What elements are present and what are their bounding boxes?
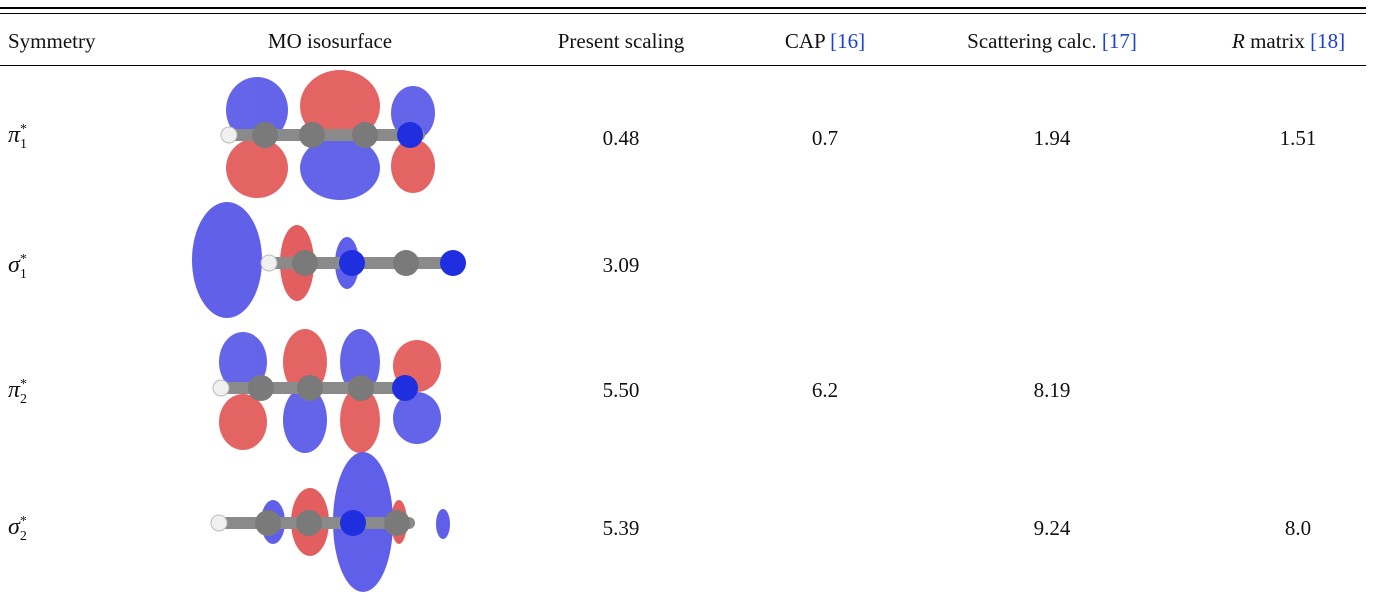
symmetry-subscript: 1 [20,136,28,152]
header-scattering-ref-link[interactable]: [17] [1101,29,1137,53]
header-mo-isosurface: MO isosurface [267,29,393,53]
mo-isosurface-sigma2 [210,452,450,592]
header-scattering-calc: Scattering calc. [17] [967,29,1137,53]
header-cap-label: CAP [784,29,825,53]
header-r-matrix-ref-link[interactable]: [18] [1310,29,1346,53]
header-cap-ref-link[interactable]: [16] [830,29,866,53]
header-symmetry: Symmetry [8,29,96,53]
symmetry-letter: π [8,122,21,148]
header-cap: CAP [16] [785,29,865,53]
symmetry-subscript: 2 [20,391,28,407]
cell-scaling-row-4: 5.39 [602,516,640,540]
cell-scatter-row-1: 1.94 [1033,126,1071,150]
symmetry-label-row-3: π2* [8,377,27,408]
mo-isosurface-pi2 [212,329,441,453]
mo-isosurface-sigma1 [192,202,466,318]
cell-cap-row-1: 0.7 [811,126,839,150]
symmetry-letter: π [8,377,21,403]
symmetry-letter: σ [8,514,20,540]
symmetry-label-row-4: σ2* [8,514,27,545]
mo-isosurface-pi1 [220,70,435,200]
symmetry-label-row-1: π1* [8,122,27,153]
cell-scatter-row-3: 8.19 [1033,378,1071,402]
top-rule-1 [0,7,1366,9]
cell-rmatrix-row-1: 1.51 [1279,126,1317,150]
symmetry-superscript: * [20,377,28,392]
symmetry-label-row-2: σ1* [8,252,27,283]
cell-cap-row-3: 6.2 [811,378,839,402]
cell-scaling-row-1: 0.48 [602,126,640,150]
cell-scaling-row-2: 3.09 [602,253,640,277]
header-r-matrix: R matrix [18] [1232,29,1345,53]
symmetry-superscript: * [19,252,27,267]
symmetry-subscript: 2 [19,528,27,544]
cell-scatter-row-4: 9.24 [1033,516,1071,540]
symmetry-subscript: 1 [19,266,27,282]
header-rule [0,65,1366,66]
symmetry-superscript: * [20,122,28,137]
symmetry-superscript: * [19,514,27,529]
cell-scaling-row-3: 5.50 [602,378,640,402]
header-r-matrix-label: matrix [1250,29,1305,53]
symmetry-letter: σ [8,252,20,278]
cell-rmatrix-row-4: 8.0 [1284,516,1312,540]
header-present-scaling: Present scaling [557,29,685,53]
top-rule-2 [0,13,1366,14]
header-r-italic: R [1232,29,1245,53]
header-scattering-label: Scattering calc. [967,29,1097,53]
